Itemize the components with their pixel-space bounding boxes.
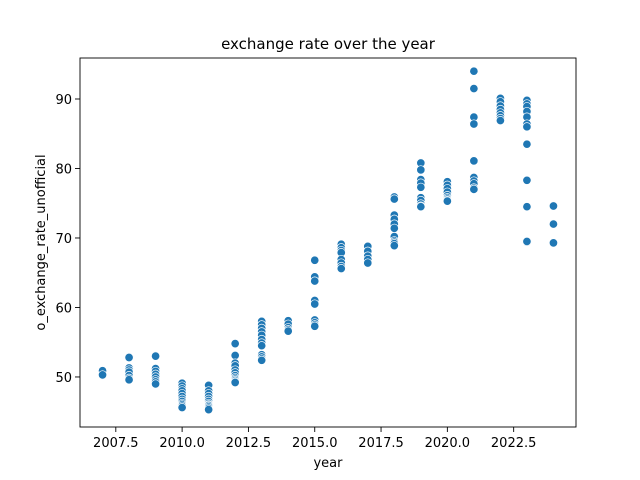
data-point	[363, 258, 373, 268]
y-tick-label: 80	[55, 162, 72, 177]
data-point	[495, 115, 505, 126]
data-point	[469, 119, 479, 129]
data-point	[124, 352, 134, 363]
data-point	[442, 196, 452, 206]
data-point	[389, 241, 399, 251]
data-point	[548, 201, 559, 211]
data-point	[151, 379, 161, 389]
data-point	[336, 264, 346, 274]
data-point	[389, 194, 399, 204]
data-point	[469, 156, 479, 166]
x-tick-label: 2020.0	[425, 436, 471, 451]
y-tick-label: 60	[55, 301, 72, 316]
data-point	[469, 66, 479, 76]
chart-title: exchange rate over the year	[221, 35, 436, 53]
plot-frame	[79, 57, 577, 428]
data-point	[389, 223, 399, 233]
data-point	[97, 370, 108, 380]
data-point	[257, 355, 267, 365]
y-tick-label: 90	[55, 93, 72, 108]
data-point	[230, 350, 240, 360]
data-point	[230, 377, 240, 388]
data-point	[416, 165, 426, 175]
x-tick-label: 2012.5	[226, 436, 272, 451]
x-axis-label: year	[313, 456, 343, 471]
data-points	[97, 66, 559, 415]
data-point	[257, 341, 267, 351]
y-tick-label: 70	[55, 232, 72, 247]
data-point	[522, 202, 532, 212]
data-point	[283, 326, 293, 336]
data-point	[522, 122, 532, 132]
data-point	[522, 139, 532, 149]
x-tick-label: 2015.0	[292, 436, 338, 451]
data-point	[310, 321, 320, 331]
y-axis-label: o_exchange_rate_unofficial	[34, 154, 49, 330]
data-point	[310, 276, 320, 286]
data-point	[177, 402, 187, 413]
data-point	[204, 405, 214, 415]
data-point	[469, 84, 479, 94]
data-point	[310, 255, 320, 265]
y-tick-label: 50	[55, 371, 72, 386]
x-tick-label: 2017.5	[358, 436, 404, 451]
data-point	[522, 236, 532, 247]
data-point	[469, 184, 479, 194]
y-axis-ticks: 50 60 70 80 90	[55, 93, 80, 386]
data-point	[416, 182, 426, 192]
data-point	[124, 375, 134, 385]
data-point	[151, 351, 161, 361]
data-point	[230, 339, 240, 349]
data-point	[548, 238, 559, 248]
data-point	[310, 299, 320, 309]
x-tick-label: 2010.0	[159, 436, 205, 451]
x-axis-ticks: 2007.5 2010.0 2012.5 2015.0 2017.5 2020.0 2022…	[93, 427, 536, 451]
x-tick-label: 2007.5	[93, 436, 139, 451]
x-tick-label: 2022.5	[491, 436, 537, 451]
data-point	[522, 175, 532, 185]
data-point	[416, 202, 426, 212]
data-point	[548, 219, 559, 229]
